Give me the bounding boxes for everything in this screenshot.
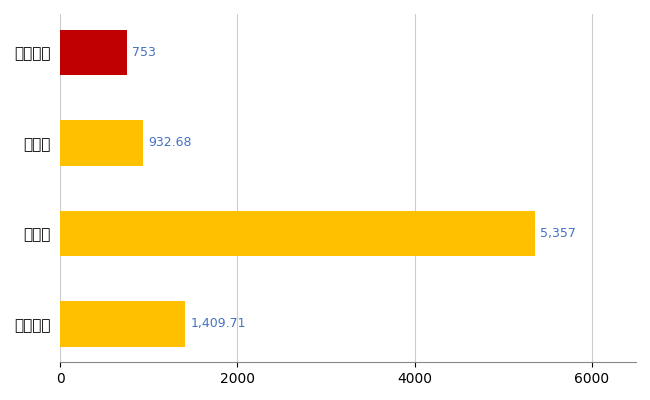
Text: 753: 753 xyxy=(132,46,156,59)
Bar xyxy=(60,120,143,166)
Bar xyxy=(60,211,535,256)
Text: 5,357: 5,357 xyxy=(540,227,576,240)
Text: 932.68: 932.68 xyxy=(148,136,192,149)
Bar xyxy=(60,301,185,346)
Bar xyxy=(60,30,127,75)
Text: 1,409.71: 1,409.71 xyxy=(190,318,246,330)
